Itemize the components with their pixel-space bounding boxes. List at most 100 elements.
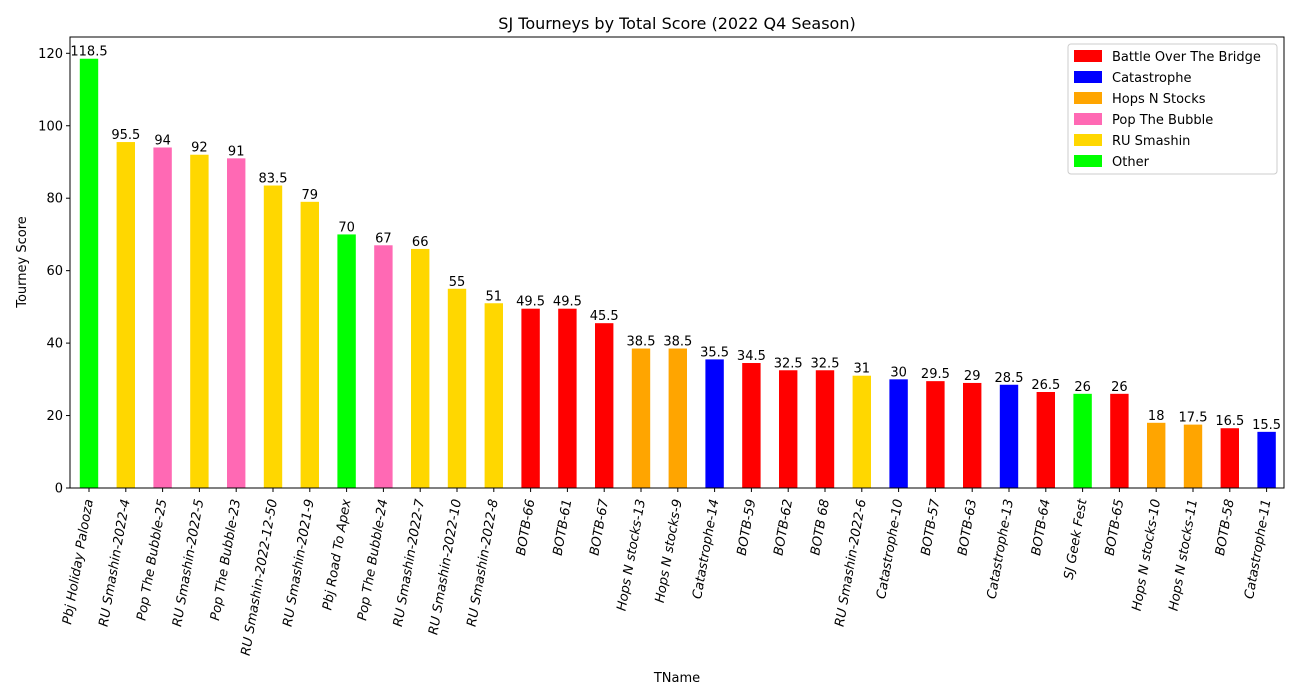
bar — [558, 309, 576, 488]
x-tick-label: Catastrophe-14 — [690, 498, 722, 600]
data-label: 17.5 — [1179, 411, 1208, 426]
data-label: 29.5 — [921, 367, 950, 382]
data-label: 79 — [302, 188, 319, 203]
x-tick-label: BOTB-58 — [1213, 498, 1238, 557]
bar — [853, 376, 871, 488]
x-tick-label: BOTB-63 — [955, 498, 980, 557]
bar — [337, 234, 355, 488]
bar — [595, 323, 613, 488]
data-label: 70 — [338, 220, 355, 235]
x-tick-label: BOTB-64 — [1029, 498, 1054, 557]
bar — [632, 349, 650, 488]
x-tick-label: RU Smashin-2022-7 — [391, 497, 428, 628]
bar — [190, 155, 208, 488]
y-axis: 020406080100120 — [38, 47, 70, 497]
data-label: 67 — [375, 231, 392, 246]
x-tick-label: Hops N stocks-10 — [1130, 498, 1164, 612]
legend-swatch — [1074, 113, 1102, 125]
x-tick-label: Catastrophe-13 — [985, 498, 1017, 600]
bar — [1000, 385, 1018, 488]
x-tick-label: BOTB-62 — [771, 498, 796, 557]
data-label: 91 — [228, 144, 245, 159]
legend-label: Hops N Stocks — [1112, 92, 1206, 107]
bar — [485, 303, 503, 488]
legend-label: RU Smashin — [1112, 134, 1190, 149]
x-tick-label: Hops N stocks-11 — [1167, 498, 1201, 612]
x-tick-label: Hops N stocks-13 — [615, 498, 649, 612]
bar — [1110, 394, 1128, 488]
data-label: 28.5 — [995, 371, 1024, 386]
legend-swatch — [1074, 92, 1102, 104]
x-tick-label: RU Smashin-2022-6 — [833, 498, 870, 628]
bar — [227, 158, 245, 488]
bar — [705, 359, 723, 488]
x-tick-label: RU Smashin-2022-4 — [97, 498, 134, 628]
data-label: 49.5 — [516, 295, 545, 310]
legend-label: Catastrophe — [1112, 71, 1191, 86]
y-tick-label: 0 — [55, 482, 63, 497]
x-tick-label: Pbj Holiday Palooza — [60, 498, 97, 626]
legend-swatch — [1074, 155, 1102, 167]
bar — [1221, 428, 1239, 488]
data-label: 49.5 — [553, 295, 582, 310]
bar — [1147, 423, 1165, 488]
data-label: 92 — [191, 141, 208, 156]
data-label: 18 — [1148, 409, 1165, 424]
bar — [411, 249, 429, 488]
x-tick-label: Catastrophe-11 — [1242, 498, 1274, 600]
data-label: 29 — [964, 369, 981, 384]
x-tick-label: Pop The Bubble-25 — [134, 498, 170, 622]
legend: Battle Over The Bridge Catastrophe Hops N … — [1068, 44, 1277, 174]
bar — [264, 186, 282, 488]
data-label: 95.5 — [111, 128, 140, 143]
data-label: 83.5 — [259, 172, 288, 187]
data-label: 30 — [890, 365, 907, 380]
bar — [963, 383, 981, 488]
x-tick-label: BOTB-59 — [735, 498, 760, 557]
data-label: 16.5 — [1215, 414, 1244, 429]
x-tick-label: BOTB-57 — [919, 497, 944, 556]
y-tick-label: 100 — [38, 119, 63, 134]
data-label: 51 — [486, 289, 503, 304]
data-label: 26 — [1074, 380, 1091, 395]
data-label: 35.5 — [700, 345, 729, 360]
x-tick-label: BOTB-67 — [587, 497, 612, 556]
data-label: 32.5 — [774, 356, 803, 371]
x-tick-label: BOTB-66 — [514, 498, 539, 557]
x-tick-label: Hops N stocks-9 — [653, 498, 686, 604]
x-tick-label: SJ Geek Fest — [1062, 497, 1091, 581]
bar — [926, 381, 944, 488]
x-tick-label: RU Smashin-2022-10 — [426, 498, 465, 636]
legend-swatch — [1074, 50, 1102, 62]
data-label: 31 — [854, 362, 871, 377]
x-tick-label: RU Smashin-2022-12-50 — [239, 498, 281, 657]
data-label: 66 — [412, 235, 429, 250]
bar — [521, 309, 539, 488]
x-tick-label: Pbj Road To Apex — [320, 498, 354, 612]
x-tick-label: BOTB-65 — [1103, 498, 1128, 557]
data-label: 45.5 — [590, 309, 619, 324]
bar — [1257, 432, 1275, 488]
data-label: 15.5 — [1252, 418, 1281, 433]
y-tick-label: 40 — [46, 337, 63, 352]
bar — [374, 245, 392, 488]
data-label: 32.5 — [811, 356, 840, 371]
x-tick-label: Pop The Bubble-23 — [208, 498, 244, 622]
x-tick-label: Pop The Bubble-24 — [355, 498, 391, 622]
bar — [779, 370, 797, 488]
x-tick-label: RU Smashin-2022-5 — [170, 498, 207, 628]
bar — [80, 59, 98, 488]
y-tick-label: 120 — [38, 47, 63, 62]
data-label: 38.5 — [663, 335, 692, 350]
bar — [816, 370, 834, 488]
bar — [669, 349, 687, 488]
bar — [153, 147, 171, 488]
data-label: 26.5 — [1031, 378, 1060, 393]
x-axis-label: TName — [653, 671, 700, 686]
bar — [1184, 425, 1202, 488]
data-label: 55 — [449, 275, 466, 290]
legend-label: Pop The Bubble — [1112, 113, 1213, 128]
y-tick-label: 20 — [46, 409, 63, 424]
data-label: 38.5 — [627, 335, 656, 350]
bar — [1037, 392, 1055, 488]
